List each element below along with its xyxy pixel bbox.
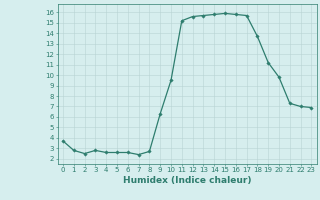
X-axis label: Humidex (Indice chaleur): Humidex (Indice chaleur) [123,176,252,185]
